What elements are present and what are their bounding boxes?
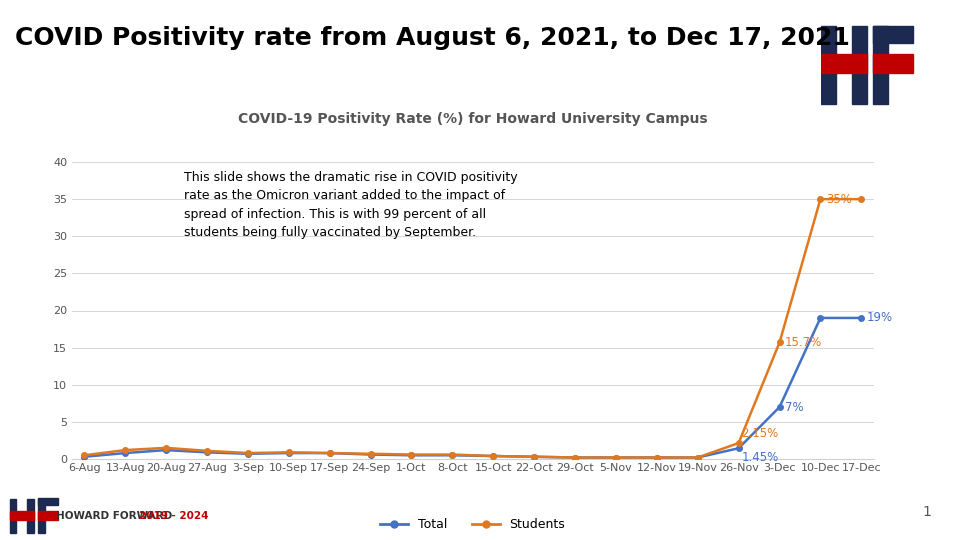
Text: 2.15%: 2.15% [741, 427, 779, 440]
Text: 2019 - 2024: 2019 - 2024 [139, 511, 208, 521]
Bar [10, 499, 16, 532]
Text: 1: 1 [923, 505, 931, 519]
Bar [873, 26, 888, 104]
Text: This slide shows the dramatic rise in COVID positivity
rate as the Omicron varia: This slide shows the dramatic rise in CO… [184, 171, 517, 239]
Text: 1.45%: 1.45% [741, 451, 779, 464]
Legend: Total, Students: Total, Students [375, 513, 570, 536]
Text: COVID-19 Positivity Rate (%) for Howard University Campus: COVID-19 Positivity Rate (%) for Howard … [238, 112, 708, 126]
Bar [10, 511, 34, 519]
Text: 7%: 7% [785, 401, 804, 414]
Text: 19%: 19% [867, 312, 893, 325]
Text: COVID Positivity rate from August 6, 2021, to Dec 17, 2021: COVID Positivity rate from August 6, 202… [14, 26, 850, 50]
Bar [852, 26, 867, 104]
Bar [38, 498, 58, 505]
Bar [38, 511, 58, 519]
Bar [821, 26, 836, 104]
Bar [38, 499, 45, 532]
Bar [873, 55, 913, 73]
Bar [821, 55, 867, 73]
Bar [27, 499, 34, 532]
Text: 35%: 35% [826, 193, 852, 206]
Text: HOWARD FORWARD: HOWARD FORWARD [56, 511, 176, 521]
Bar [873, 26, 913, 43]
Text: 15.7%: 15.7% [785, 336, 823, 349]
